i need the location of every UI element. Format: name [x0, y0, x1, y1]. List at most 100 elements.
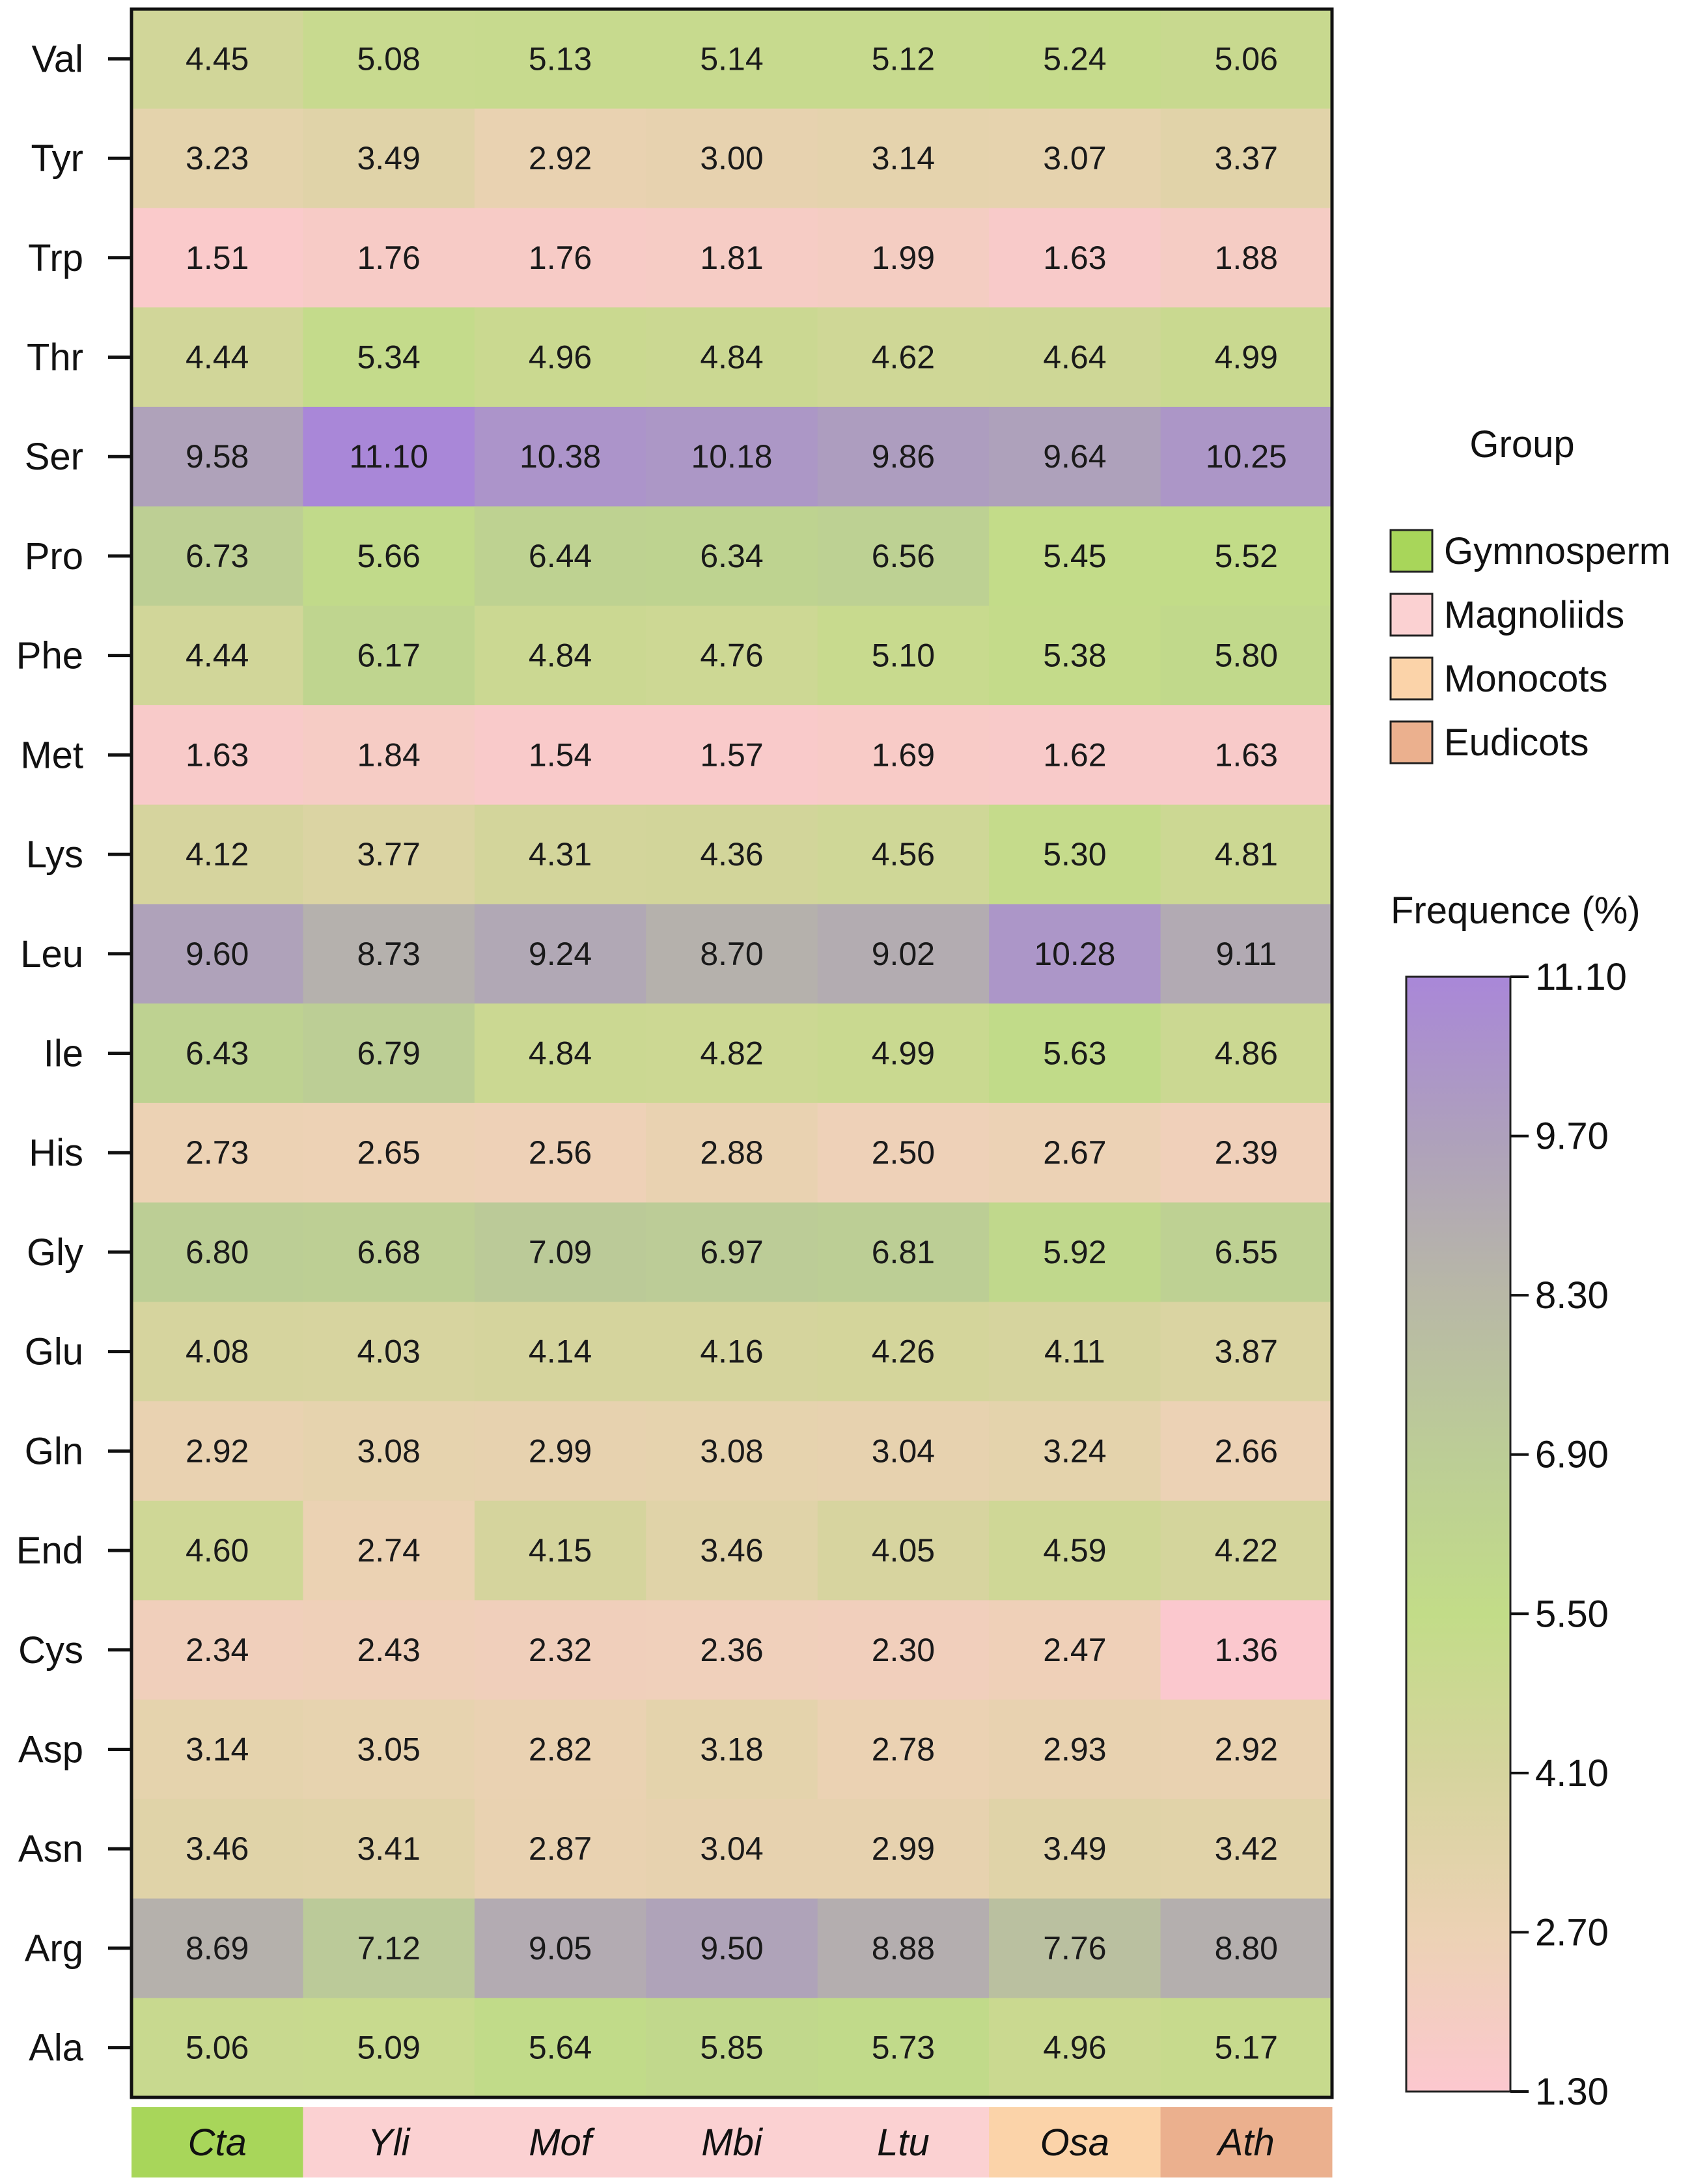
- heatmap-cell: [817, 307, 990, 408]
- heatmap-cell: [132, 1003, 303, 1104]
- heatmap-cell: [1160, 406, 1333, 507]
- cell-value-label: 6.81: [872, 1234, 935, 1270]
- heatmap-cell: [989, 1898, 1161, 1998]
- row-label: End: [16, 1530, 83, 1572]
- heatmap-cell: [132, 1600, 303, 1700]
- heatmap-cell: [303, 1898, 475, 1998]
- heatmap-cell: [817, 904, 990, 1004]
- row-axis: Val Tyr Trp Thr Ser Pro Phe Met Lys Leu Ile His Gly G…: [16, 38, 132, 2069]
- group-legend-label: Monocots: [1444, 658, 1607, 700]
- heatmap-cell: [474, 108, 646, 208]
- cell-value-label: 3.07: [1043, 140, 1106, 176]
- cell-value-label: 4.12: [186, 836, 249, 873]
- heatmap-cell: [132, 307, 303, 408]
- heatmap-cell: [1160, 804, 1333, 904]
- column-group-cell: [303, 2107, 475, 2177]
- column-group-cell: [132, 2107, 303, 2177]
- heatmap-cell: [646, 1799, 818, 1899]
- cell-value-label: 1.62: [1043, 736, 1106, 773]
- heatmap-cell: [474, 705, 646, 805]
- heatmap-cell: [474, 9, 646, 109]
- cell-value-label: 2.87: [529, 1830, 592, 1867]
- heatmap-cell: [474, 1799, 646, 1899]
- cell-value-label: 4.36: [700, 836, 763, 873]
- heatmap-cell: [303, 1003, 475, 1104]
- heatmap-cell: [1160, 307, 1333, 408]
- heatmap-cell: [474, 1898, 646, 1998]
- cell-value-label: 3.08: [357, 1433, 420, 1469]
- heatmap-cell: [1160, 208, 1333, 308]
- cell-value-label: 2.34: [186, 1632, 249, 1668]
- cell-value-label: 1.76: [529, 240, 592, 276]
- heatmap-cell: [989, 1003, 1161, 1104]
- group-legend-title: Group: [1469, 423, 1574, 466]
- cell-value-label: 4.59: [1043, 1532, 1106, 1569]
- heatmap-cell: [132, 406, 303, 507]
- heatmap-cell: [989, 1500, 1161, 1601]
- cell-value-label: 4.08: [186, 1334, 249, 1370]
- cell-value-label: 4.99: [1215, 339, 1278, 376]
- cell-value-label: 1.57: [700, 736, 763, 773]
- color-scale-tick-label: 1.30: [1535, 2071, 1609, 2113]
- row-label: Gln: [25, 1430, 83, 1472]
- heatmap-cell: [474, 606, 646, 706]
- cell-value-label: 1.54: [529, 736, 592, 773]
- cell-value-label: 8.69: [186, 1930, 249, 1967]
- row-label: Leu: [20, 933, 83, 975]
- cell-value-label: 5.85: [700, 2030, 763, 2066]
- heatmap-cell: [1160, 108, 1333, 208]
- heatmap-cell: [646, 9, 818, 109]
- row-label: Ile: [44, 1033, 83, 1075]
- heatmap-cell: [817, 208, 990, 308]
- cell-value-label: 1.63: [1215, 736, 1278, 773]
- heatmap-cell: [817, 1500, 990, 1601]
- column-group-cell: [474, 2107, 646, 2177]
- row-label: Ser: [25, 436, 83, 478]
- column-label: Osa: [1040, 2121, 1109, 2164]
- row-label: Phe: [16, 635, 83, 677]
- cell-value-label: 5.30: [1043, 836, 1106, 873]
- heatmap-cell: [989, 1600, 1161, 1700]
- heatmap-cell: [646, 1102, 818, 1203]
- cell-value-label: 6.55: [1215, 1234, 1278, 1270]
- heatmap-cell: [646, 1500, 818, 1601]
- cell-value-label: 10.38: [520, 438, 601, 475]
- heatmap-cell: [646, 307, 818, 408]
- heatmap-cell: [1160, 1898, 1333, 1998]
- heatmap-cell: [474, 406, 646, 507]
- column-group-cell: [1160, 2107, 1333, 2177]
- cell-value-label: 4.62: [872, 339, 935, 376]
- heatmap-cell: [989, 506, 1161, 606]
- cell-value-label: 8.73: [357, 936, 420, 972]
- heatmap-cell: [474, 208, 646, 308]
- heatmap-cell: [646, 506, 818, 606]
- heatmap-cell: [303, 208, 475, 308]
- cell-value-label: 3.49: [357, 140, 420, 176]
- cell-value-label: 4.84: [529, 637, 592, 674]
- heatmap-cell: [1160, 1700, 1333, 1800]
- cell-value-label: 9.11: [1215, 936, 1277, 972]
- cell-value-label: 6.97: [700, 1234, 763, 1270]
- heatmap-cell: [989, 1799, 1161, 1899]
- cell-value-label: 2.73: [186, 1134, 249, 1171]
- cell-value-label: 5.17: [1215, 2030, 1278, 2066]
- cell-value-label: 3.87: [1215, 1334, 1278, 1370]
- cell-value-label: 2.93: [1043, 1731, 1106, 1768]
- cell-value-label: 3.18: [700, 1731, 763, 1768]
- heatmap-cell: [303, 406, 475, 507]
- heatmap-cell: [1160, 1401, 1333, 1502]
- heatmap-cell: [132, 1998, 303, 2098]
- heatmap-cell: [817, 1799, 990, 1899]
- column-label: Mof: [529, 2121, 596, 2164]
- cell-value-label: 8.70: [700, 936, 763, 972]
- heatmap-cell: [817, 108, 990, 208]
- heatmap-cell: [1160, 705, 1333, 805]
- heatmap-cell: [989, 108, 1161, 208]
- heatmap-cell: [817, 1401, 990, 1502]
- cell-value-label: 5.13: [529, 40, 592, 77]
- row-label: Glu: [25, 1331, 83, 1373]
- cell-value-label: 9.02: [872, 936, 935, 972]
- column-label: Cta: [188, 2121, 247, 2164]
- column-group-cell: [989, 2107, 1161, 2177]
- group-legend-swatch: [1389, 656, 1434, 701]
